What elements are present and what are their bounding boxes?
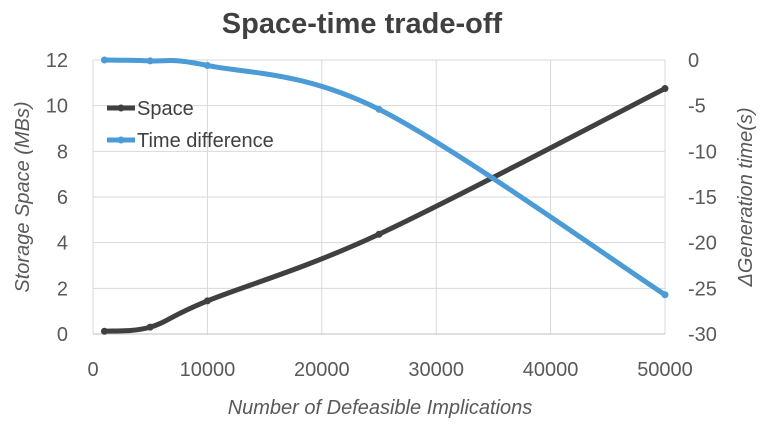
y-right-tick-label: -5 — [688, 96, 706, 118]
series-space-point — [146, 323, 154, 331]
legend: Space Time difference — [107, 98, 274, 152]
legend-time-difference-label: Time difference — [137, 130, 274, 152]
ticks-layer: 0 10000 20000 30000 40000 50000 0 2 4 6 8 10 12 0 -5 -1… — [46, 50, 717, 381]
x-axis-title: Number of Defeasible Implications — [228, 397, 533, 419]
x-tick-label: 50000 — [637, 359, 693, 381]
y-right-tick-label: -15 — [688, 187, 717, 209]
series-time-difference-point — [375, 105, 383, 113]
y-left-tick-label: 8 — [57, 141, 68, 163]
x-tick-label: 0 — [87, 359, 98, 381]
y-left-tick-label: 0 — [57, 324, 68, 346]
series-layer — [100, 56, 669, 335]
grid-layer — [92, 59, 666, 335]
series-time-difference-line — [101, 57, 668, 298]
series-space-point — [203, 297, 211, 305]
y-left-tick-label: 12 — [46, 50, 68, 72]
x-tick-label: 30000 — [408, 359, 464, 381]
legend-time-difference-marker — [117, 136, 125, 144]
y-right-tick-label: -30 — [688, 324, 717, 346]
y-right-tick-label: -10 — [688, 141, 717, 163]
legend-space-marker — [117, 104, 125, 112]
x-tick-label: 10000 — [180, 359, 236, 381]
series-space-point — [661, 85, 669, 93]
series-space-point — [100, 327, 108, 335]
y-right-tick-label: -25 — [688, 278, 717, 300]
x-tick-label: 40000 — [523, 359, 579, 381]
y-left-tick-label: 4 — [57, 233, 68, 255]
x-tick-label: 20000 — [294, 359, 350, 381]
y-right-tick-label: -20 — [688, 233, 717, 255]
series-space-point — [375, 230, 383, 238]
y-left-tick-label: 2 — [57, 278, 68, 300]
y-axis-right-title: ΔGeneration time(s) — [735, 107, 757, 287]
chart-title: Space-time trade-off — [222, 8, 503, 40]
y-right-tick-label: 0 — [688, 50, 699, 72]
y-left-tick-label: 10 — [46, 96, 68, 118]
series-time-difference-point — [661, 291, 669, 299]
legend-space-label: Space — [137, 98, 194, 120]
series-time-difference-point — [146, 57, 154, 65]
series-time-difference-point — [100, 56, 108, 64]
series-space-line — [101, 86, 668, 334]
y-axis-left-title: Storage Space (MBs) — [12, 101, 34, 292]
y-left-tick-label: 6 — [57, 187, 68, 209]
series-time-difference-point — [203, 61, 211, 69]
